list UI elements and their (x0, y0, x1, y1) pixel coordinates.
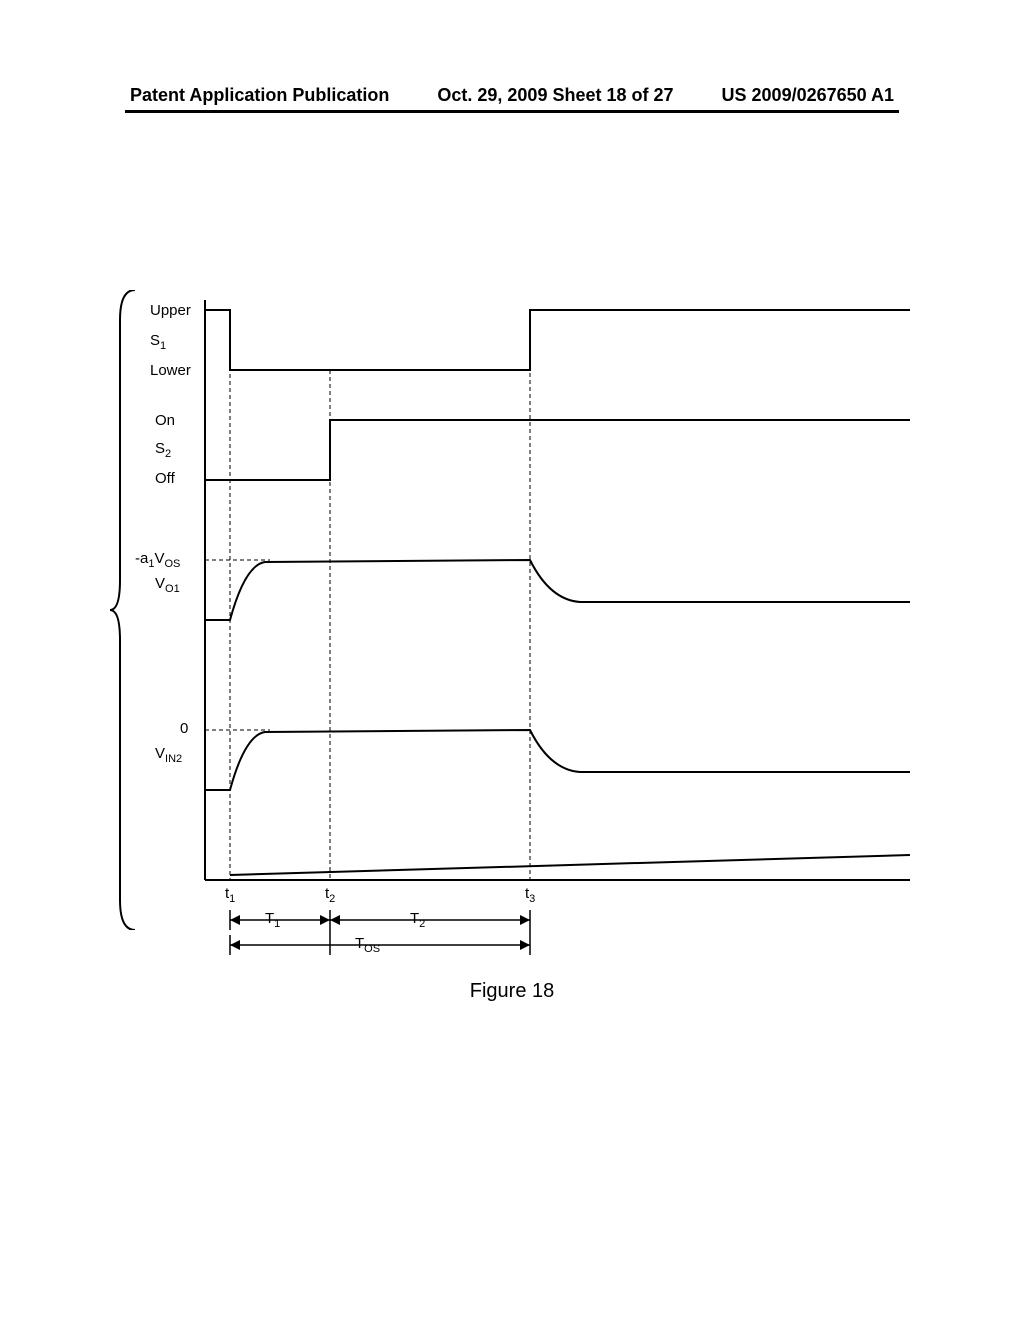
vin2-name-label: VIN2 (155, 745, 182, 765)
s2-name-label: S2 (155, 440, 171, 460)
vo1-name-label: VO1 (155, 575, 180, 595)
figure-caption: Figure 18 (0, 980, 1024, 1003)
header-left: Patent Application Publication (130, 85, 389, 106)
diagram-svg (130, 280, 930, 980)
t2-label: t2 (325, 885, 335, 905)
t1-label: t1 (225, 885, 235, 905)
header-underline (125, 110, 899, 113)
header-right: US 2009/0267650 A1 (722, 85, 894, 106)
vo1-level-label: -a1VOS (135, 550, 180, 570)
T2-label: T2 (410, 910, 425, 930)
s1-lower-label: Lower (150, 362, 191, 379)
t3-label: t3 (525, 885, 535, 905)
vin2-zero-label: 0 (180, 720, 188, 737)
timing-diagram: Upper S1 Lower On S2 Off -a1VOS VO1 0 VI… (130, 280, 910, 980)
s1-upper-label: Upper (150, 302, 191, 319)
s2-off-label: Off (155, 470, 175, 487)
s2-on-label: On (155, 412, 175, 429)
header-center: Oct. 29, 2009 Sheet 18 of 27 (437, 85, 673, 106)
s1-name-label: S1 (150, 332, 166, 352)
page-header: Patent Application Publication Oct. 29, … (0, 85, 1024, 106)
TOS-label: TOS (355, 935, 380, 955)
T1-label: T1 (265, 910, 280, 930)
